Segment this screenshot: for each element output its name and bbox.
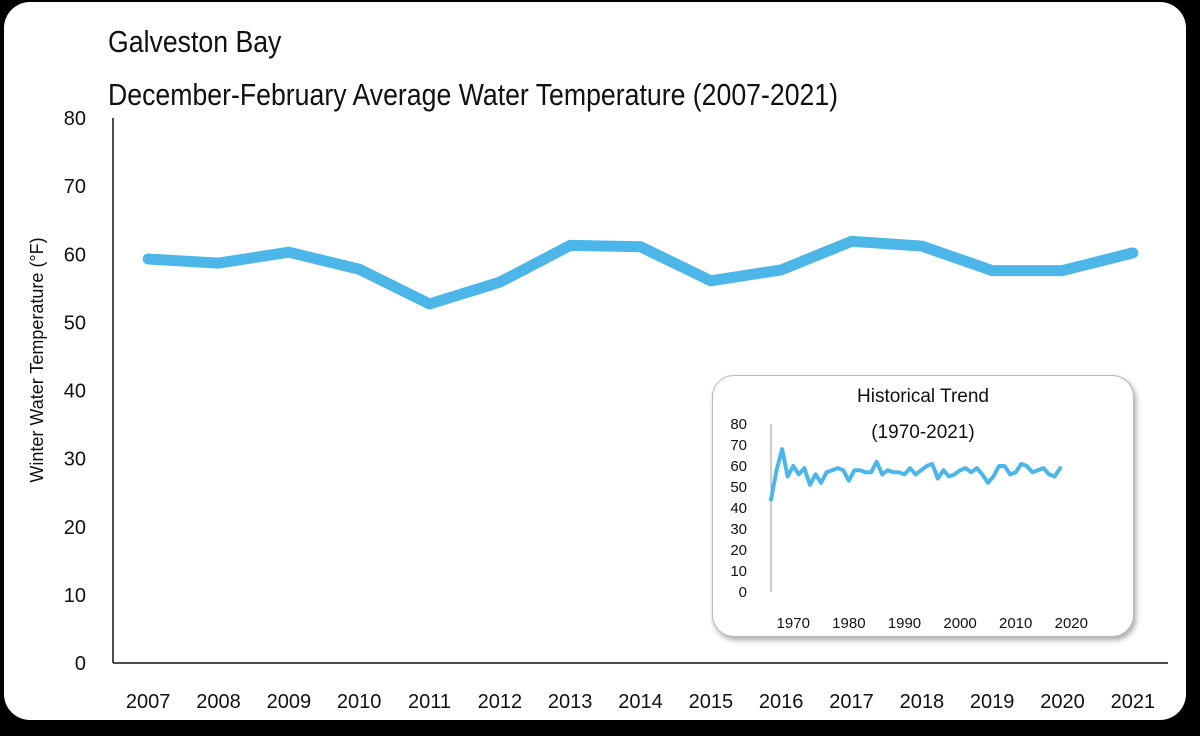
main-series — [142, 235, 1139, 310]
inset-y-tick-label: 60 — [730, 458, 747, 475]
y-tick-label: 20 — [64, 517, 86, 539]
inset-x-tick-label: 2020 — [1055, 615, 1088, 632]
x-tick-label: 2018 — [900, 691, 945, 713]
inset-y-tick-label: 80 — [730, 416, 747, 433]
x-tick-label: 2016 — [759, 691, 804, 713]
x-tick-label: 2008 — [196, 691, 241, 713]
x-tick-label: 2021 — [1111, 691, 1156, 713]
inset-x-tick-labels: 1970 1980 1990 2000 2010 2020 — [777, 615, 1088, 632]
inset-y-tick-label: 50 — [730, 479, 747, 496]
x-tick-label: 2014 — [618, 691, 663, 713]
chart-title: Galveston Bay — [108, 24, 282, 59]
inset-subtitle: (1970-2021) — [871, 422, 975, 443]
y-tick-label: 0 — [75, 653, 86, 675]
inset-series — [769, 447, 1063, 502]
inset-y-tick-label: 0 — [739, 584, 747, 601]
x-tick-label: 2010 — [337, 691, 382, 713]
historical-trend-inset: 0 10 20 30 40 50 60 70 80 1970 1980 1990 2000 2010 20… — [712, 375, 1134, 637]
x-tick-label: 2013 — [548, 691, 593, 713]
inset-y-tick-labels: 0 10 20 30 40 50 60 70 80 — [730, 416, 747, 601]
chart-subtitle: December-February Average Water Temperat… — [108, 77, 839, 112]
inset-title: Historical Trend — [857, 386, 989, 407]
x-tick-label: 2012 — [478, 691, 523, 713]
inset-x-tick-label: 1980 — [832, 615, 865, 632]
x-tick-label: 2009 — [267, 691, 312, 713]
y-tick-label: 10 — [64, 585, 86, 607]
inset-line-chart: 0 10 20 30 40 50 60 70 80 1970 1980 1990 2000 2010 20… — [730, 416, 1088, 632]
inset-x-tick-label: 1990 — [888, 615, 921, 632]
y-tick-label: 70 — [64, 176, 86, 198]
y-tick-label: 60 — [64, 244, 86, 266]
x-tick-label: 2017 — [829, 691, 874, 713]
inset-y-tick-label: 70 — [730, 437, 747, 454]
series-line — [142, 235, 1139, 310]
main-axes — [112, 118, 1168, 664]
main-y-tick-labels: 0 10 20 30 40 50 60 70 80 — [64, 108, 86, 675]
y-tick-label: 40 — [64, 381, 86, 403]
y-tick-label: 50 — [64, 312, 86, 334]
inset-y-tick-label: 10 — [730, 563, 747, 580]
x-tick-label: 2019 — [970, 691, 1015, 713]
inset-y-tick-label: 40 — [730, 500, 747, 517]
x-tick-label: 2007 — [126, 691, 171, 713]
y-axis-label: Winter Water Temperature (°F) — [27, 237, 47, 482]
inset-series-line — [769, 447, 1063, 502]
y-tick-label: 30 — [64, 449, 86, 471]
inset-y-tick-label: 30 — [730, 521, 747, 538]
main-x-tick-labels: 2007 2008 2009 2010 2011 2012 2013 2014 2015 2016… — [126, 691, 1155, 713]
inset-x-tick-label: 2010 — [999, 615, 1032, 632]
y-tick-label: 80 — [64, 108, 86, 130]
x-tick-label: 2011 — [408, 691, 451, 713]
inset-y-tick-label: 20 — [730, 542, 747, 559]
x-tick-label: 2015 — [689, 691, 734, 713]
x-tick-label: 2020 — [1040, 691, 1085, 713]
inset-x-tick-label: 2000 — [943, 615, 976, 632]
inset-x-tick-label: 1970 — [777, 615, 810, 632]
